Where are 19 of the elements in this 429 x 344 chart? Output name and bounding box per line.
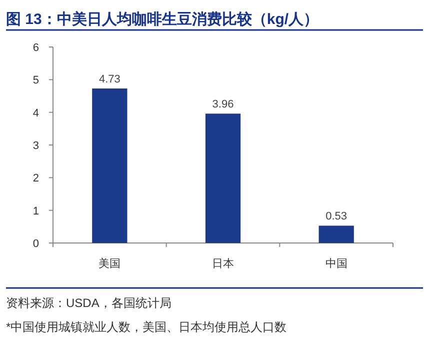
- data-label: 0.53: [326, 210, 348, 223]
- chart-title: 图 13：中美日人均咖啡生豆消费比较（kg/人）: [6, 10, 319, 28]
- y-tick-label: 3: [32, 140, 39, 152]
- y-tick-label: 0: [32, 238, 39, 250]
- y-tick-label: 5: [32, 74, 39, 87]
- x-tick-label: 中国: [325, 257, 348, 270]
- text: *中国使用城镇就业人数，美国、日本均使用总人口数: [6, 320, 287, 334]
- y-tick-label: 2: [32, 172, 39, 185]
- bar: [205, 114, 241, 243]
- bar: [318, 226, 354, 243]
- data-label: 3.96: [212, 98, 234, 111]
- bar: [92, 88, 128, 243]
- y-tick-label: 6: [32, 42, 39, 54]
- data-label: 4.73: [98, 73, 120, 86]
- y-tick-label: 1: [32, 205, 39, 218]
- y-tick-label: 4: [32, 107, 39, 120]
- x-tick-label: 日本: [212, 257, 234, 270]
- text: 资料来源：USDA，各国统计局: [6, 296, 172, 310]
- x-tick-label: 美国: [98, 257, 121, 270]
